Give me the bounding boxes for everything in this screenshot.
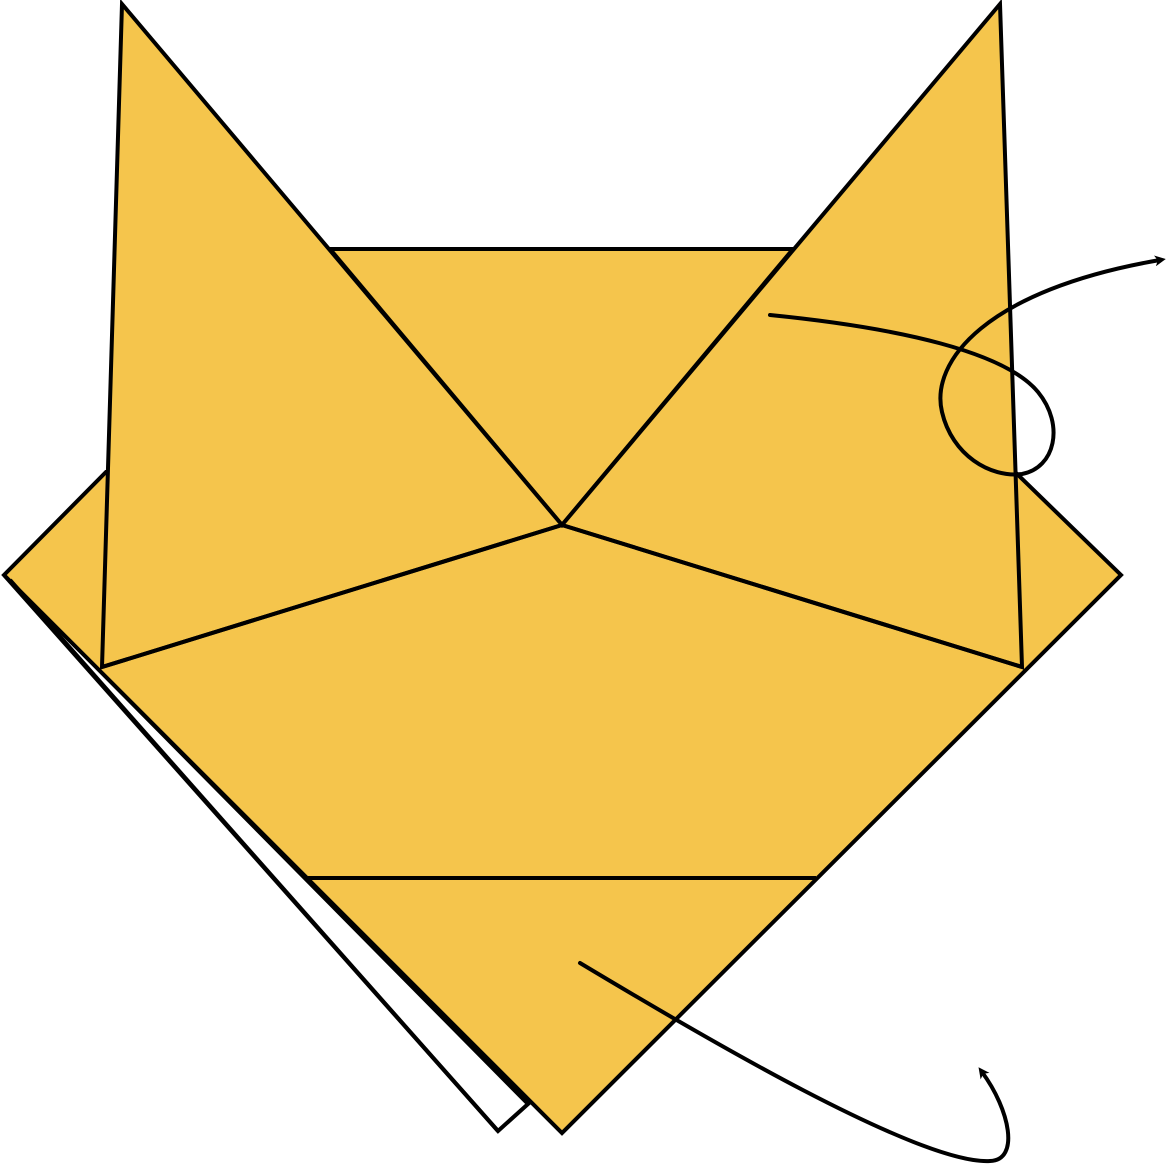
turn-over-arrow-icon: [578, 961, 1011, 1164]
fox-head-diamond: [1, 470, 1124, 1136]
layer-edge-line: [8, 578, 500, 1133]
left-cheek-crease: [101, 523, 563, 669]
fold-behind-arrow-icon: [768, 255, 1166, 477]
right-cheek-crease: [561, 523, 1023, 669]
